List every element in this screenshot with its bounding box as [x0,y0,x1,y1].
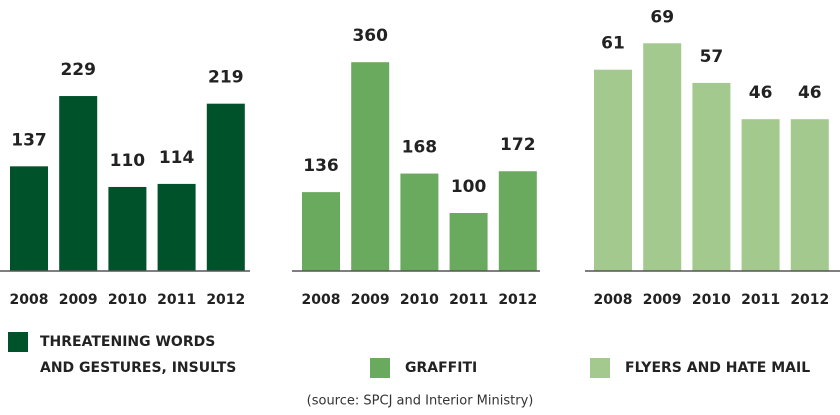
bar [790,119,829,271]
bar [692,82,731,272]
bar [206,103,245,272]
legend-swatch [370,358,390,378]
value-label: 61 [601,34,625,54]
legend-label: FLYERS AND HATE MAIL [625,360,810,376]
x-tick-label: 2008 [594,292,633,308]
x-tick-label: 2012 [498,292,537,308]
value-label: 168 [402,138,438,158]
value-label: 100 [451,177,487,197]
x-tick-label: 2009 [643,292,682,308]
x-tick-label: 2011 [741,292,780,308]
legend-swatch [590,358,610,378]
x-tick-label: 2008 [10,292,49,308]
bar [449,213,488,271]
value-label: 46 [798,83,822,103]
bar [59,96,98,271]
value-label: 360 [352,26,388,46]
x-tick-label: 2012 [206,292,245,308]
legend-label: AND GESTURES, INSULTS [40,360,236,376]
bar [351,62,390,272]
x-tick-label: 2010 [108,292,147,308]
x-tick-label: 2010 [400,292,439,308]
x-tick-label: 2011 [157,292,196,308]
value-label: 172 [500,135,536,155]
legend-label: THREATENING WORDS [40,334,215,350]
value-label: 114 [159,148,195,168]
value-label: 110 [110,151,146,171]
value-label: 229 [60,60,96,80]
legend-label: GRAFFITI [405,360,477,376]
bar [10,166,48,271]
legend-swatch [8,332,28,352]
bar [643,43,682,271]
value-label: 219 [208,68,244,88]
bar [400,173,439,271]
bar [498,171,537,271]
bar [594,69,632,271]
value-label: 69 [650,7,674,27]
source-note: (source: SPCJ and Interior Ministry) [307,394,534,409]
bar [157,183,196,271]
x-tick-label: 2009 [351,292,390,308]
bar [741,119,780,271]
value-label: 136 [303,156,339,176]
value-label: 46 [749,83,773,103]
x-tick-label: 2008 [302,292,341,308]
x-tick-label: 2011 [449,292,488,308]
x-tick-label: 2012 [790,292,829,308]
x-tick-label: 2009 [59,292,98,308]
value-label: 137 [11,130,47,150]
x-tick-label: 2010 [692,292,731,308]
bar [108,186,147,271]
bar [302,192,340,271]
value-label: 57 [700,47,724,67]
